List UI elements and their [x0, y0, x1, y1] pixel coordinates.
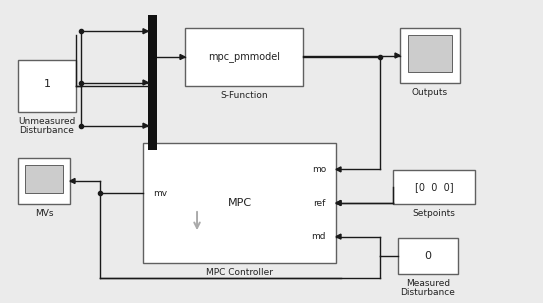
Polygon shape: [395, 53, 400, 58]
Polygon shape: [336, 201, 341, 205]
Polygon shape: [143, 29, 148, 34]
Text: Disturbance: Disturbance: [20, 126, 74, 135]
Bar: [408, 35, 452, 72]
Bar: [18, 60, 76, 112]
Text: mv: mv: [153, 189, 167, 198]
Polygon shape: [143, 123, 148, 128]
Polygon shape: [336, 201, 341, 205]
Text: ref: ref: [314, 198, 326, 208]
Text: Setpoints: Setpoints: [413, 209, 456, 218]
Polygon shape: [143, 80, 148, 85]
Text: MVs: MVs: [35, 209, 53, 218]
Polygon shape: [70, 178, 75, 184]
Text: Outputs: Outputs: [412, 88, 448, 97]
Text: Unmeasured: Unmeasured: [18, 117, 75, 126]
Text: Measured: Measured: [406, 279, 450, 288]
Bar: [393, 170, 475, 204]
Polygon shape: [336, 234, 341, 239]
Bar: [18, 158, 70, 204]
Text: MPC: MPC: [228, 198, 251, 208]
Bar: [398, 238, 458, 274]
Bar: [185, 28, 303, 86]
Text: MPC Controller: MPC Controller: [206, 268, 273, 277]
Bar: [143, 143, 336, 263]
Bar: [25, 165, 63, 193]
Polygon shape: [336, 167, 341, 172]
Bar: [400, 28, 460, 83]
Text: mpc_pmmodel: mpc_pmmodel: [208, 52, 280, 62]
Polygon shape: [180, 55, 185, 59]
Bar: [148, 15, 157, 150]
Text: md: md: [312, 232, 326, 241]
Text: Disturbance: Disturbance: [401, 288, 456, 297]
Text: mo: mo: [312, 165, 326, 174]
Text: 0: 0: [425, 251, 432, 261]
Text: 1: 1: [43, 79, 50, 89]
Text: S-Function: S-Function: [220, 91, 268, 100]
Text: [0  0  0]: [0 0 0]: [415, 182, 453, 192]
